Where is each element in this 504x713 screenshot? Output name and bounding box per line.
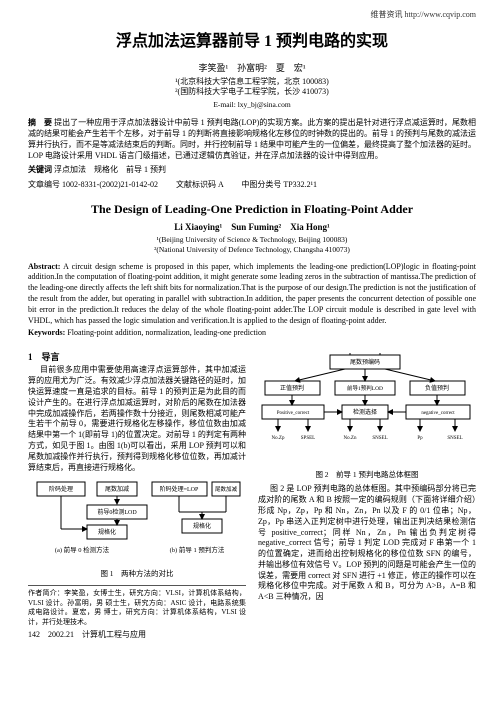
footnote: 作者简介：李笑盈，女博士生，研究方向：VLSI，计算机体系结构，VLSI 设计。… [28, 585, 246, 627]
fig2-block-3: 负值预判 [424, 384, 448, 392]
section-1-head: 1 导言 [28, 351, 246, 363]
affil-cn-1: ¹(北京科技大学信息工程学院，北京 100083) [28, 77, 476, 88]
affil-en-2: ²(National University of Defence Technol… [28, 245, 476, 255]
affil-en-1: ¹(Beijing University of Science & Techno… [28, 235, 476, 245]
email: E-mail: lxy_bj@sina.com [28, 100, 476, 110]
abstract-cn-label: 摘 要 [28, 118, 52, 127]
figure-2-caption: 图 2 前导 1 预判电路总体框图 [258, 470, 476, 480]
keywords-cn-label: 关键词 [28, 165, 52, 174]
keywords-cn-text: 浮点加法 规格化 前导 1 预判 [54, 165, 166, 174]
fig2-out-3: No.Zn [343, 436, 356, 441]
fig1-b-block-1: 阶码处理=LOP [160, 485, 199, 493]
fig2-out-8: SNSEL [447, 436, 462, 441]
fig1-a-block-2: 尾数加减 [105, 485, 129, 493]
keywords-en: Keywords: Floating-point addition, norma… [28, 328, 476, 339]
fig1-a-block-1: 阶码处理 [49, 485, 73, 493]
fig2-out-4: SNSEL [372, 436, 387, 441]
fig1-sub-b: (b) 前导 1 预判方法 [170, 545, 225, 554]
figure-1-caption: 图 1 两种方法的对比 [28, 569, 246, 579]
section-1-para-1: 目前很多应用中需要使用高速浮点运算部件，其中加减运算的应用尤为广泛。有效减少浮点… [28, 365, 246, 473]
title-en: The Design of Leading-One Prediction in … [28, 201, 476, 217]
source-link: 维普资讯 http://www.cqvip.com [28, 10, 476, 21]
abstract-en: Abstract: A circuit design scheme is pro… [28, 262, 476, 327]
fig1-a-block-4: 规格化 [98, 528, 116, 536]
abstract-en-label: Abstract: [28, 262, 60, 271]
figure-1: 阶码处理 尾数加减 前导0检测LOD 规格化 (a) 前导 0 检测方法 阶码处… [28, 477, 246, 579]
abstract-en-text: A circuit design scheme is proposed in t… [28, 262, 476, 325]
right-column: 尾数预编码 正值预判 前导1预判LOD 负值预判 [258, 349, 476, 641]
abstract-cn: 摘 要 提出了一种应用于浮点加法器设计中前导 1 预判电路(LOP)的实现方案。… [28, 118, 476, 161]
figure-2: 尾数预编码 正值预判 前导1预判LOD 负值预判 [258, 353, 476, 480]
abstract-cn-text: 提出了一种应用于浮点加法器设计中前导 1 预判电路(LOP)的实现方案。此方案的… [28, 118, 476, 159]
authors-en: Li Xiaoying¹ Sun Fuming² Xia Hong¹ [28, 221, 476, 233]
fig2-block-4: 前导1预判LOD [346, 384, 382, 392]
body-columns: 1 导言 目前很多应用中需要使用高速浮点运算部件，其中加减运算的应用尤为广泛。有… [28, 349, 476, 641]
keywords-cn: 关键词 浮点加法 规格化 前导 1 预判 [28, 165, 476, 176]
title-cn: 浮点加法运算器前导 1 预判电路的实现 [28, 31, 476, 53]
clc-code: 中图分类号 TP332.2¹1 [241, 180, 317, 189]
fig2-block-1: 尾数预编码 [349, 358, 379, 366]
fig2-block-5: Positive_correct [276, 411, 309, 416]
page-number: 142 2002.21 计算机工程与应用 [28, 630, 246, 641]
fig2-out-1: No.Zp [271, 436, 284, 441]
article-id: 文章编号 1002-8331-(2002)21-0142-02 [28, 180, 158, 189]
fig1-sub-a: (a) 前导 0 检测方法 [55, 545, 110, 554]
affil-cn-2: ²(国防科技大学电子工程学院，长沙 410073) [28, 87, 476, 98]
fig2-out-2: SPSEL [300, 436, 314, 441]
doc-code: 文献标识码 A [176, 180, 223, 189]
authors-cn: 李笑盈¹ 孙富明² 夏 宏¹ [28, 62, 476, 74]
keywords-en-text: Floating-point addition, normalization, … [67, 328, 266, 337]
fig1-a-block-3: 前导0检测LOD [97, 508, 137, 516]
fig1-b-block-3: 规格化 [193, 522, 211, 530]
right-col-para: 图 2 是 LOP 预判电路的总体框图。其中预编码部分将已完成对阶的尾数 A 和… [258, 484, 476, 603]
fig2-out-5: Pp [417, 436, 423, 441]
fig2-block-6: 检测选择 [352, 408, 376, 416]
left-column: 1 导言 目前很多应用中需要使用高速浮点运算部件，其中加减运算的应用尤为广泛。有… [28, 349, 246, 641]
keywords-en-label: Keywords: [28, 328, 65, 337]
class-line: 文章编号 1002-8331-(2002)21-0142-02 文献标识码 A … [28, 180, 476, 191]
fig1-b-block-2: 尾数加减 [215, 485, 238, 493]
page: 维普资讯 http://www.cqvip.com 浮点加法运算器前导 1 预判… [0, 0, 504, 651]
fig2-block-2: 正值预判 [279, 384, 303, 392]
fig2-block-7: negative_correct [421, 411, 455, 416]
